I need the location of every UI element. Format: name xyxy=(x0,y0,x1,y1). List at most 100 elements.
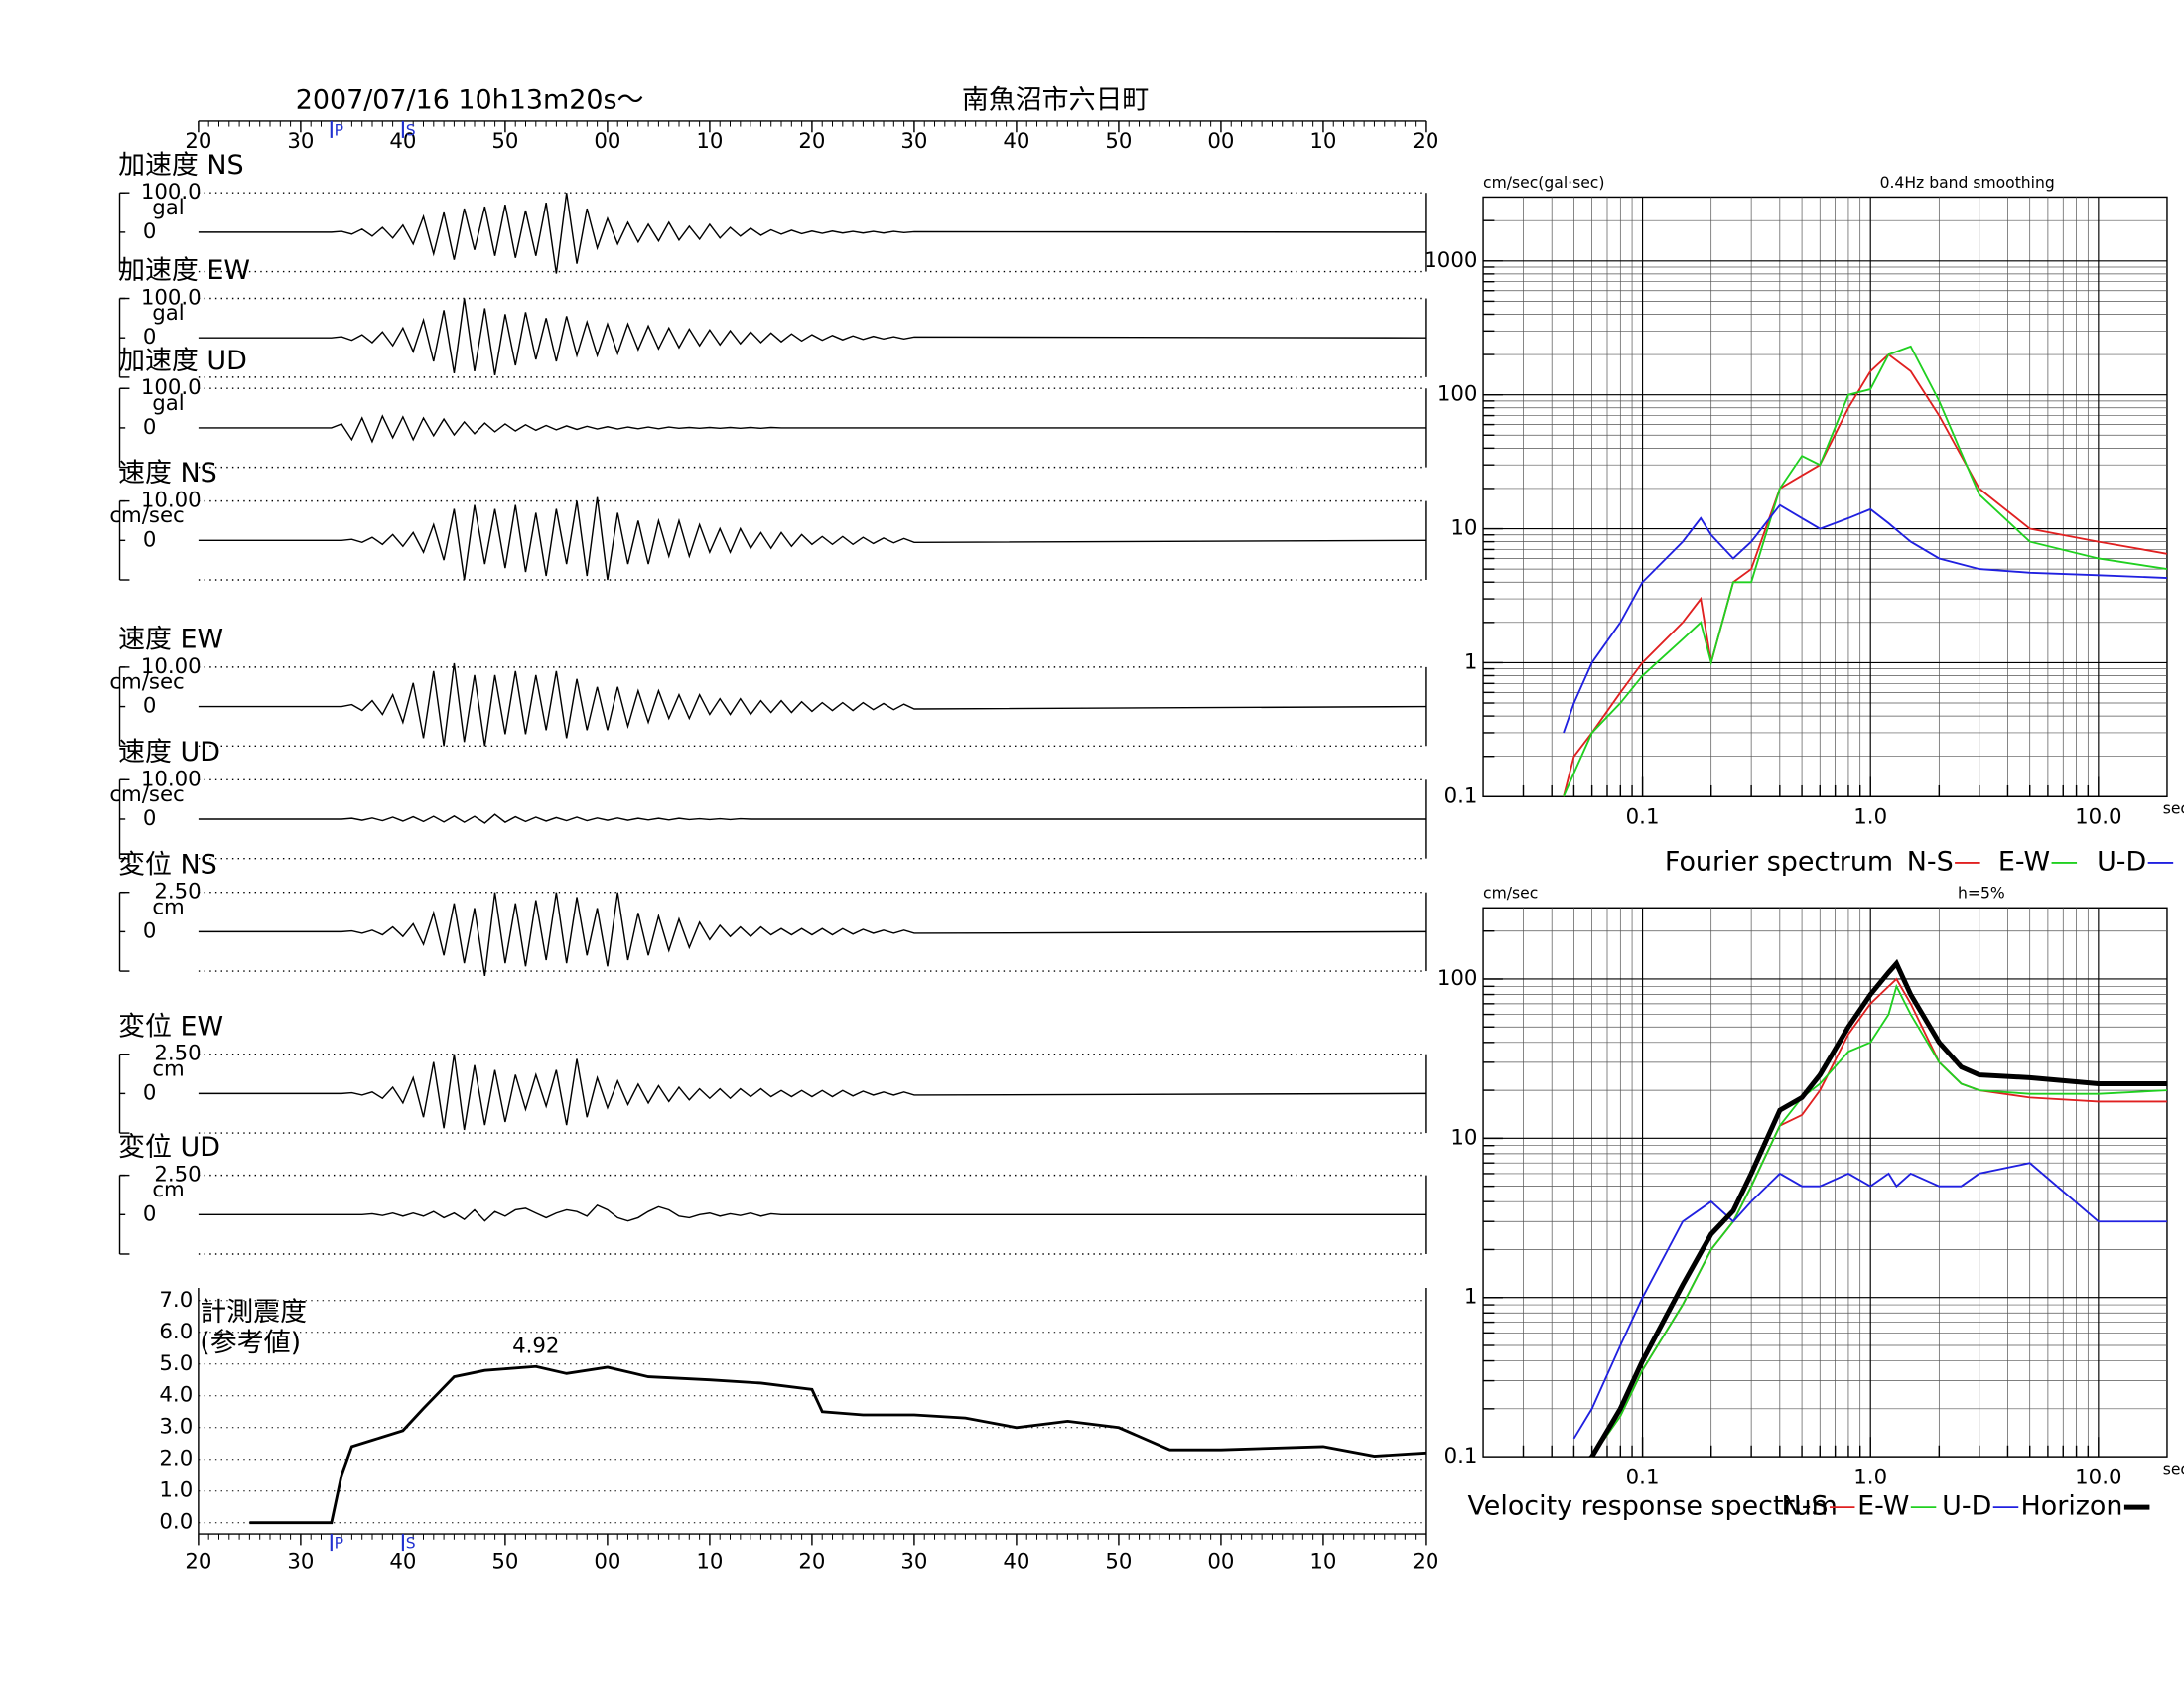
y-tick-label: 1000 xyxy=(1424,248,1477,273)
plot-frame xyxy=(1482,907,2168,1458)
spectrum-line xyxy=(1563,352,2167,797)
y-tick-label: 7.0 xyxy=(159,1288,193,1313)
unit-label: cm xyxy=(152,1056,184,1081)
peak-label: 4.92 xyxy=(512,1334,559,1358)
x-tick-label: 10.0 xyxy=(2075,805,2121,830)
intensity-line xyxy=(249,1364,1427,1525)
y-tick-label: 0 xyxy=(143,325,157,350)
y-tick-label: 100.0 xyxy=(141,180,202,205)
legend-title: Fourier spectrum xyxy=(1665,846,1893,877)
y-tick-label: 100.0 xyxy=(141,375,202,400)
y-axis-label: cm/sec(gal·sec) xyxy=(1483,174,1604,192)
unit-label: gal xyxy=(152,196,184,220)
x-tick-label: 50 xyxy=(1105,1549,1132,1574)
y-tick-label: 2.0 xyxy=(159,1447,193,1472)
record-time: 2007/07/16 10h13m20s～ xyxy=(296,85,644,116)
spectrum-line xyxy=(1563,345,2167,797)
unit-label: cm xyxy=(152,1178,184,1202)
x-tick-label: 20 xyxy=(1412,1549,1438,1574)
y-tick-label: 2.50 xyxy=(154,880,201,905)
waveform xyxy=(198,414,1426,444)
legend-label: N-S xyxy=(1782,1491,1829,1522)
panel-label: 加速度 UD xyxy=(118,346,247,376)
legend-label: U-D xyxy=(2097,846,2146,877)
y-tick-label: 100.0 xyxy=(141,286,202,311)
x-tick-label: 00 xyxy=(594,129,620,154)
y-tick-label: 0.1 xyxy=(1444,783,1478,808)
subtitle: 0.4Hz band smoothing xyxy=(1880,174,2055,192)
legend-label: Horizon xyxy=(2021,1491,2123,1522)
waveform xyxy=(198,496,1426,581)
x-tick-label: 10 xyxy=(1309,1549,1336,1574)
spectrum-line xyxy=(1572,1162,2167,1440)
x-tick-label: 00 xyxy=(1207,129,1234,154)
panel-label: 加速度 NS xyxy=(118,150,244,181)
x-tick-label: 20 xyxy=(185,1549,211,1574)
waveform xyxy=(198,193,1426,274)
x-tick-label: 20 xyxy=(798,1549,825,1574)
y-tick-label: 1.0 xyxy=(159,1478,193,1503)
y-tick-label: 10.00 xyxy=(141,654,202,679)
y-tick-label: 0 xyxy=(143,527,157,552)
x-tick-label: 1.0 xyxy=(1853,805,1887,830)
y-tick-label: 10 xyxy=(1450,1125,1477,1150)
station-name: 南魚沼市六日町 xyxy=(962,85,1149,116)
x-tick-label: 00 xyxy=(1207,1549,1234,1574)
x-tick-label: 20 xyxy=(1412,129,1438,154)
panel-label: 速度 UD xyxy=(118,737,220,768)
legend-label: E-W xyxy=(1857,1491,1909,1522)
spectrum-line xyxy=(1563,503,2167,734)
y-axis-label: cm/sec xyxy=(1483,885,1538,903)
y-tick-label: 0 xyxy=(143,1201,157,1226)
x-tick-label: 10 xyxy=(696,129,723,154)
legend-label: U-D xyxy=(1942,1491,1991,1522)
legend-title: Velocity response spectrum xyxy=(1467,1491,1837,1522)
subtitle: h=5% xyxy=(1958,885,2005,903)
legend-label: E-W xyxy=(1998,846,2050,877)
y-tick-label: 10.00 xyxy=(141,489,202,513)
y-tick-label: 0.0 xyxy=(159,1510,193,1535)
y-tick-label: 5.0 xyxy=(159,1351,193,1376)
panel-label: 速度 EW xyxy=(118,624,223,654)
x-tick-label: 10 xyxy=(696,1549,723,1574)
panel-label: 加速度 EW xyxy=(118,255,250,286)
phase-label: S xyxy=(406,121,416,139)
x-tick-label: 0.1 xyxy=(1626,1465,1660,1489)
x-axis-label: sec xyxy=(2163,1460,2184,1477)
y-tick-label: 2.50 xyxy=(154,1163,201,1188)
unit-label: gal xyxy=(152,391,184,416)
spectrum-line xyxy=(1587,958,2167,1458)
x-tick-label: 30 xyxy=(900,129,927,154)
x-tick-label: 50 xyxy=(1105,129,1132,154)
y-tick-label: 0 xyxy=(143,694,157,719)
x-tick-label: 00 xyxy=(594,1549,620,1574)
y-tick-label: 0 xyxy=(143,1080,157,1105)
y-tick-label: 6.0 xyxy=(159,1320,193,1344)
x-axis-label: sec xyxy=(2163,800,2184,818)
waveform xyxy=(198,1203,1426,1222)
unit-label: cm/sec xyxy=(109,669,184,694)
y-tick-label: 1 xyxy=(1464,649,1478,674)
y-tick-label: 10.00 xyxy=(141,767,202,791)
y-tick-label: 4.0 xyxy=(159,1383,193,1408)
y-tick-label: 2.50 xyxy=(154,1042,201,1066)
x-tick-label: 0.1 xyxy=(1626,805,1660,830)
phase-label: P xyxy=(335,121,343,139)
legend-label: N-S xyxy=(1907,846,1954,877)
x-tick-label: 50 xyxy=(491,1549,518,1574)
intensity-subtitle: (参考値) xyxy=(200,1328,301,1358)
unit-label: gal xyxy=(152,301,184,326)
unit-label: cm/sec xyxy=(109,503,184,528)
y-tick-label: 3.0 xyxy=(159,1415,193,1440)
panel-label: 速度 NS xyxy=(118,458,217,489)
panel-label: 変位 NS xyxy=(118,849,217,880)
plot-frame xyxy=(1482,196,2168,798)
y-tick-label: 0 xyxy=(143,918,157,943)
y-tick-label: 0 xyxy=(143,415,157,440)
x-tick-label: 30 xyxy=(900,1549,927,1574)
phase-label: S xyxy=(406,1534,416,1552)
y-tick-label: 10 xyxy=(1450,516,1477,541)
waveform xyxy=(198,1054,1426,1131)
